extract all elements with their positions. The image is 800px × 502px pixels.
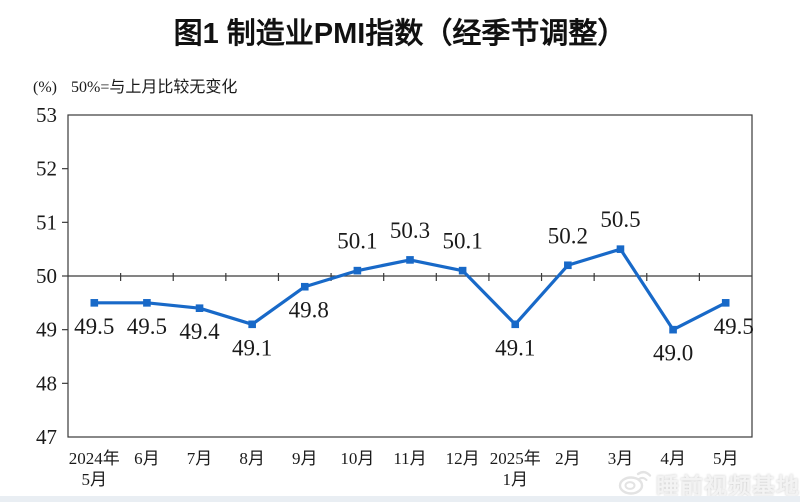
watermark-text: 睡前视频基地 <box>656 472 800 499</box>
data-point-label: 49.4 <box>179 319 220 344</box>
data-point-label: 49.0 <box>653 341 693 366</box>
data-point-label: 49.1 <box>232 335 272 360</box>
data-point-marker <box>300 282 309 291</box>
data-point-label: 50.2 <box>548 223 588 248</box>
data-point-label: 49.5 <box>714 314 754 339</box>
data-point-label: 49.5 <box>127 314 167 339</box>
x-axis-label: 5月 <box>713 449 739 468</box>
y-axis-unit-label: (%) <box>33 79 57 96</box>
y-tick-label: 53 <box>36 103 57 127</box>
data-point-label: 50.1 <box>337 229 377 254</box>
x-axis-label: 10月 <box>340 449 374 468</box>
data-point-marker <box>406 256 414 264</box>
x-axis-label: 4月 <box>660 449 686 468</box>
data-point-label: 49.5 <box>74 314 114 339</box>
y-tick-label: 49 <box>36 318 57 342</box>
data-point-marker <box>616 245 625 253</box>
data-point-label: 50.5 <box>600 207 640 232</box>
data-point-marker <box>248 320 256 329</box>
y-tick-label: 48 <box>36 371 57 395</box>
x-axis-label: 8月 <box>239 449 265 468</box>
x-axis-label: 6月 <box>134 449 160 468</box>
data-point-marker <box>195 304 204 312</box>
x-axis-label: 2月 <box>555 449 581 468</box>
x-axis-label: 9月 <box>292 449 318 468</box>
data-point-marker <box>511 320 520 329</box>
x-axis-label: 11月 <box>393 449 426 468</box>
data-point-marker <box>669 325 677 334</box>
y-tick-label: 47 <box>36 425 57 449</box>
bottom-edge-band <box>0 496 800 502</box>
data-point-marker <box>458 266 467 275</box>
axis-note-row: (%) 50%=与上月比较无变化 <box>33 73 237 97</box>
weibo-logo-icon <box>618 466 652 501</box>
y-tick-label: 50 <box>36 264 57 288</box>
y-tick-label: 51 <box>36 210 57 234</box>
data-point-marker <box>90 299 99 307</box>
data-point-marker <box>564 261 572 270</box>
data-point-marker <box>353 266 362 275</box>
x-axis-label: 2024年 5月 <box>69 449 120 489</box>
reference-line-note: 50%=与上月比较无变化 <box>70 79 238 96</box>
watermark: 睡前视频基地 <box>618 466 800 501</box>
x-axis-label: 2025年 1月 <box>490 449 541 489</box>
x-axis-label: 3月 <box>608 449 634 468</box>
y-tick-label: 52 <box>36 157 57 181</box>
data-point-marker <box>721 299 730 307</box>
chart-title: 图1 制造业PMI指数（经季节调整） <box>173 18 627 50</box>
x-axis-label: 7月 <box>187 449 213 468</box>
x-axis-label: 12月 <box>446 449 480 468</box>
data-point-label: 49.1 <box>495 335 535 360</box>
data-point-label: 50.1 <box>442 229 482 254</box>
data-point-marker <box>143 299 151 307</box>
data-point-label: 49.8 <box>289 298 329 323</box>
data-point-label: 50.3 <box>390 218 430 243</box>
